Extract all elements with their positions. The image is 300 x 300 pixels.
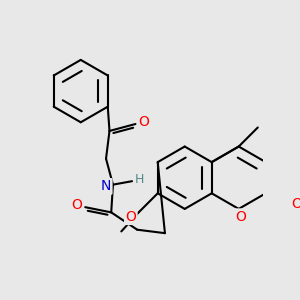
Text: O: O	[235, 210, 246, 224]
Text: O: O	[291, 197, 300, 211]
Text: O: O	[125, 210, 136, 224]
Text: H: H	[134, 173, 144, 186]
Text: O: O	[139, 115, 150, 129]
Text: N: N	[101, 179, 111, 194]
Text: O: O	[71, 198, 82, 212]
